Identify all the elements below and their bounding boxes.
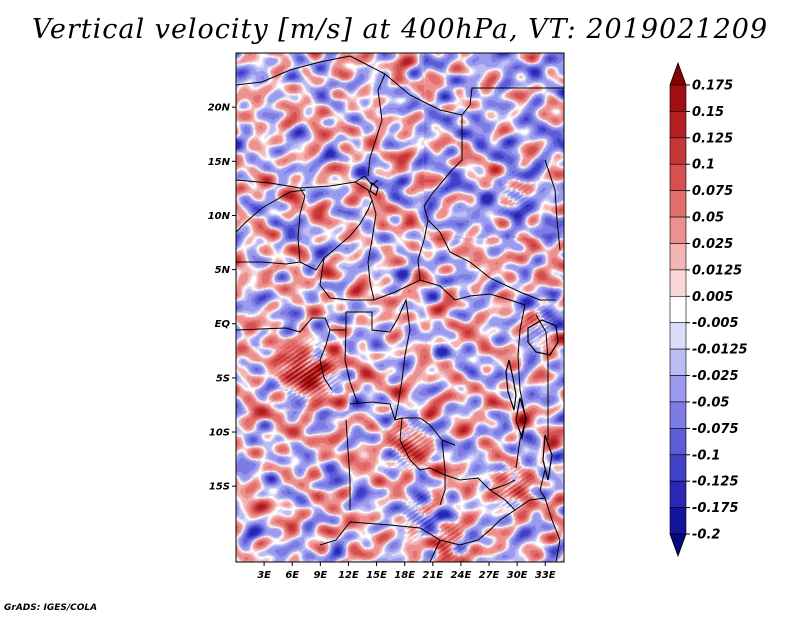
- x-tick-label: 3E: [257, 570, 271, 581]
- colorbar-label: -0.025: [692, 369, 739, 384]
- colorbar-swatch: [669, 216, 687, 244]
- y-tick-label: 15N: [208, 157, 231, 168]
- x-tick-label: 9E: [313, 570, 327, 581]
- colorbar-swatch: [669, 163, 687, 191]
- y-tick-label: 5S: [216, 373, 230, 384]
- colorbar-swatch: [669, 269, 687, 297]
- colorbar-label: -0.005: [692, 316, 739, 331]
- vertical-velocity-field: [236, 53, 564, 562]
- y-tick-label: 10N: [208, 211, 231, 222]
- colorbar-swatch: [669, 507, 687, 535]
- chart-title: Vertical velocity [m/s] at 400hPa, VT: 2…: [31, 14, 769, 45]
- colorbar-swatch: [669, 428, 687, 456]
- colorbar-label: 0.0125: [692, 263, 742, 278]
- colorbar-label: -0.05: [692, 395, 729, 410]
- colorbar-min-triangle: [669, 533, 687, 558]
- colorbar-label: 0.075: [692, 184, 733, 199]
- colorbar-label: 0.175: [692, 79, 733, 94]
- map-frame: [235, 52, 565, 563]
- colorbar-label: -0.2: [692, 528, 720, 543]
- country-borders: [236, 55, 564, 562]
- colorbar-label: 0.1: [692, 158, 715, 173]
- colorbar-label: -0.0125: [692, 343, 748, 358]
- colorbar-swatch: [669, 84, 687, 112]
- y-tick-label: 20N: [208, 103, 231, 114]
- colorbar-label: 0.005: [692, 290, 733, 305]
- x-tick-label: 24E: [451, 570, 472, 581]
- y-tick-label: 10S: [209, 428, 230, 439]
- x-tick-label: 21E: [422, 570, 443, 581]
- x-tick-label: 27E: [479, 570, 500, 581]
- colorbar-label: 0.15: [692, 105, 724, 120]
- x-tick-label: 6E: [285, 570, 299, 581]
- colorbar-label: -0.075: [692, 422, 739, 437]
- colorbar-max-triangle: [669, 61, 687, 86]
- x-axis: 3E 6E 9E 12E 15E 18E 21E 24E 27E 30E 33E: [257, 562, 556, 581]
- colorbar-swatch: [669, 480, 687, 508]
- colorbar-swatch: [669, 454, 687, 482]
- x-tick-label: 12E: [338, 570, 359, 581]
- vertical-velocity-raster: [236, 53, 564, 562]
- colorbar-swatch: [669, 190, 687, 218]
- colorbar-swatch: [669, 322, 687, 350]
- x-tick-label: 18E: [394, 570, 415, 581]
- colorbar-swatch: [669, 375, 687, 403]
- y-tick-label: EQ: [215, 319, 231, 330]
- grads-credit: GrADS: IGES/COLA: [4, 603, 98, 613]
- colorbar-label: -0.175: [692, 501, 739, 516]
- colorbar-label: 0.05: [692, 211, 724, 226]
- colorbar-swatch: [669, 348, 687, 376]
- lake-outlines: [369, 181, 559, 481]
- colorbar-swatch: [669, 111, 687, 139]
- colorbar-swatch: [669, 295, 687, 324]
- x-tick-label: 30E: [507, 570, 528, 581]
- colorbar-label: 0.125: [692, 131, 733, 146]
- x-tick-label: 15E: [366, 570, 387, 581]
- colorbar-label: 0.025: [692, 237, 733, 252]
- y-tick-label: 5N: [215, 265, 231, 276]
- colorbar-swatch: [669, 401, 687, 429]
- x-tick-label: 33E: [535, 570, 556, 581]
- y-axis: 20N 15N 10N 5N EQ 5S 10S 15S: [208, 103, 236, 493]
- colorbar-label: -0.125: [692, 475, 739, 490]
- colorbar: 0.175 0.15 0.125 0.1 0.075 0.05 0.025 0.0125 0.0…: [669, 61, 748, 558]
- colorbar-label: -0.1: [692, 448, 720, 463]
- y-tick-label: 15S: [209, 482, 230, 493]
- colorbar-swatch: [669, 243, 687, 271]
- colorbar-swatch: [669, 137, 687, 165]
